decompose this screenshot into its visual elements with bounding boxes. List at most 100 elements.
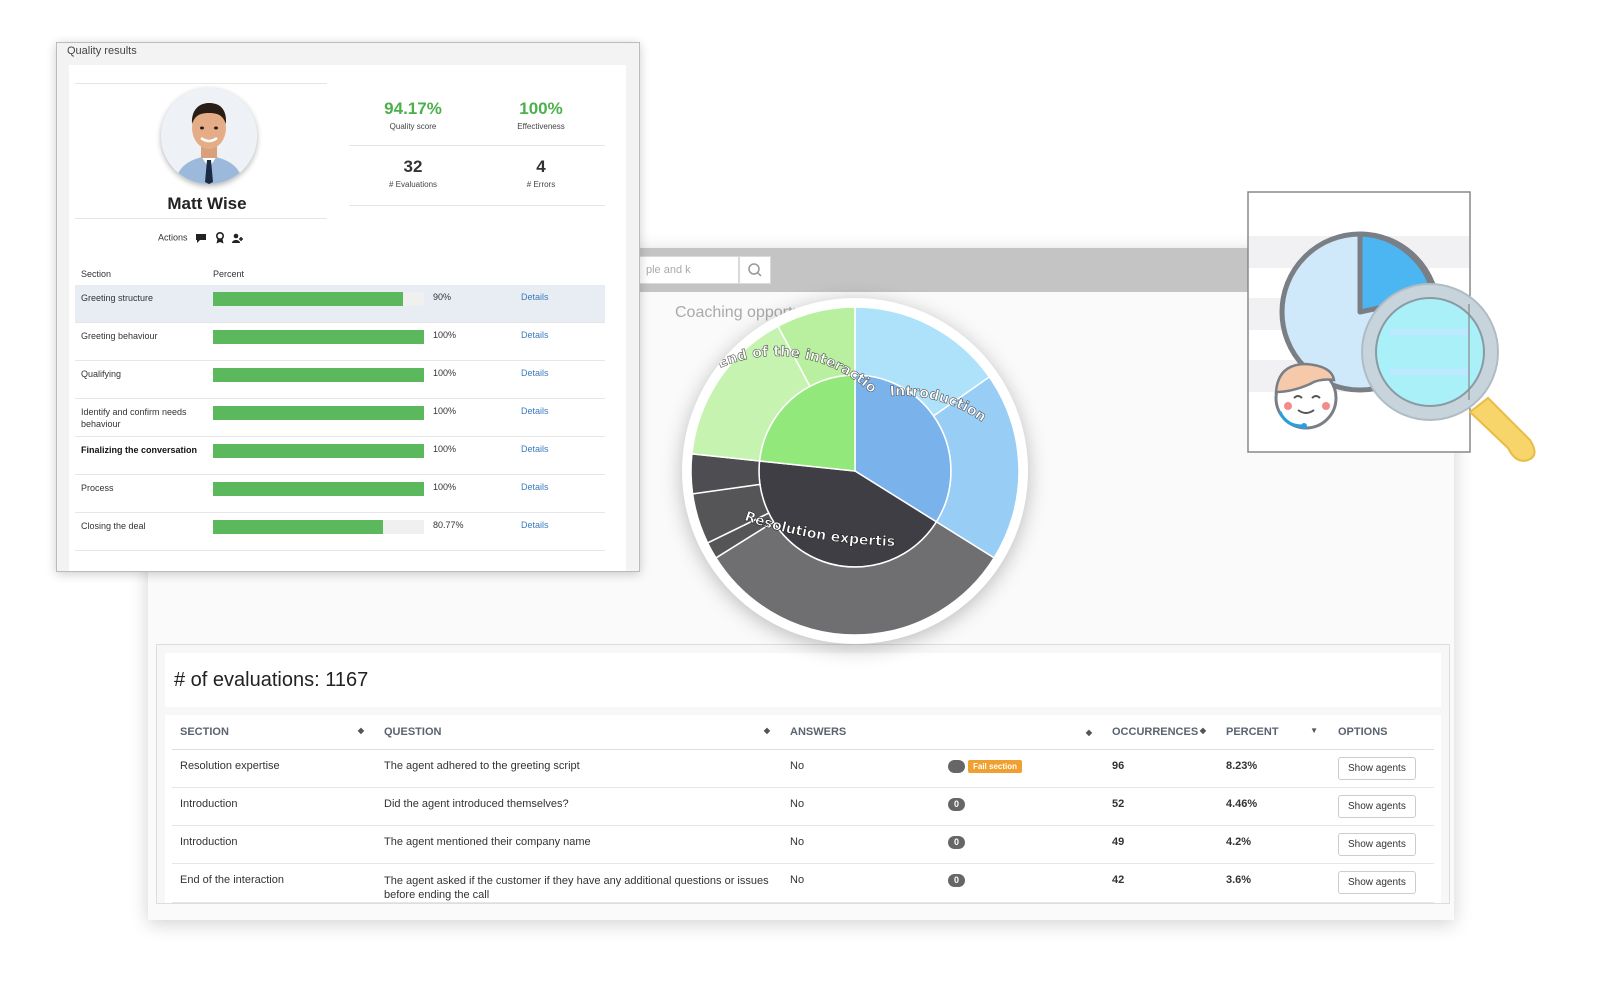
show-agents-button[interactable]: Show agents bbox=[1338, 795, 1416, 818]
cell-badge: 0 bbox=[940, 787, 1104, 826]
sunburst-segments bbox=[690, 306, 1020, 636]
sort-icon[interactable]: ◆ bbox=[357, 726, 364, 735]
cell-badge: Fail section bbox=[940, 749, 1104, 788]
show-agents-button[interactable]: Show agents bbox=[1338, 871, 1416, 894]
avatar-image bbox=[161, 88, 257, 184]
details-link[interactable]: Details bbox=[521, 482, 549, 492]
magnifier-icon bbox=[1361, 283, 1536, 462]
cell-question: The agent adhered to the greeting script bbox=[376, 749, 782, 788]
show-agents-button[interactable]: Show agents bbox=[1338, 757, 1416, 780]
section-row: Closing the deal 80.77% Details bbox=[75, 513, 605, 551]
section-name: Closing the deal bbox=[81, 521, 146, 531]
show-agents-button[interactable]: Show agents bbox=[1338, 833, 1416, 856]
section-percent: 90% bbox=[433, 292, 452, 302]
actions-bar: Actions bbox=[69, 231, 333, 244]
section-percent: 80.77% bbox=[433, 520, 464, 530]
search-icon bbox=[748, 263, 762, 277]
column-badge[interactable]: ◆ bbox=[940, 715, 1104, 750]
divider bbox=[349, 145, 605, 146]
evaluations-table: SECTION ◆ QUESTION ◆ ANSWERS ◆ OCCURRENCES… bbox=[172, 715, 1434, 903]
section-row: Qualifying 100% Details bbox=[75, 361, 605, 399]
section-percent: 100% bbox=[433, 444, 457, 454]
cell-answer: No bbox=[782, 787, 940, 826]
progress-bar bbox=[213, 292, 424, 306]
stat-value: 100% bbox=[519, 99, 563, 118]
column-occurrences[interactable]: OCCURRENCES ◆ bbox=[1104, 715, 1218, 750]
stat-quality-score: 94.17% Quality score bbox=[349, 99, 477, 131]
comment-icon[interactable] bbox=[195, 233, 207, 244]
column-label: QUESTION bbox=[384, 726, 442, 738]
evaluations-title: # of evaluations: 1167 bbox=[165, 653, 1441, 707]
table-row: Introduction Did the agent introduced th… bbox=[172, 787, 1434, 826]
agent-profile: Matt Wise bbox=[75, 83, 327, 219]
segment-resolution-outer-1[interactable] bbox=[714, 520, 996, 636]
stat-label: Quality score bbox=[389, 122, 437, 131]
cell-percent: 4.46% bbox=[1218, 787, 1330, 826]
details-link[interactable]: Details bbox=[521, 520, 549, 530]
section-name: Greeting structure bbox=[81, 293, 154, 303]
cell-answer: No bbox=[782, 825, 940, 864]
cell-percent: 3.6% bbox=[1218, 863, 1330, 903]
cell-percent: 8.23% bbox=[1218, 749, 1330, 788]
evaluations-panel: # of evaluations: 1167 SECTION ◆ QUESTION… bbox=[156, 644, 1450, 904]
quality-results-card: Quality results Matt Wise bbox=[56, 42, 640, 572]
column-section[interactable]: SECTION ◆ bbox=[172, 715, 376, 750]
details-link[interactable]: Details bbox=[521, 406, 549, 416]
cell-section: Resolution expertise bbox=[172, 749, 376, 788]
avatar bbox=[161, 88, 257, 184]
cell-question: The agent mentioned their company name bbox=[376, 825, 782, 864]
progress-bar bbox=[213, 368, 424, 382]
user-add-icon[interactable] bbox=[232, 233, 244, 244]
card-title: Quality results bbox=[67, 45, 137, 57]
count-badge bbox=[948, 760, 965, 773]
stat-label: # Evaluations bbox=[388, 180, 438, 189]
table-row: Introduction The agent mentioned their c… bbox=[172, 825, 1434, 864]
search-button[interactable] bbox=[739, 256, 771, 284]
cell-question: The agent asked if the customer if they … bbox=[376, 863, 782, 903]
details-link[interactable]: Details bbox=[521, 330, 549, 340]
sort-icon[interactable]: ◆ bbox=[763, 726, 770, 735]
progress-bar bbox=[213, 444, 424, 458]
progress-fill bbox=[213, 292, 403, 306]
progress-bar bbox=[213, 520, 424, 534]
details-link[interactable]: Details bbox=[521, 368, 549, 378]
column-label: OPTIONS bbox=[1338, 726, 1388, 738]
stat-errors: 4 # Errors bbox=[477, 157, 605, 189]
column-answers[interactable]: ANSWERS bbox=[782, 715, 940, 750]
cell-occurrences: 96 bbox=[1104, 749, 1218, 788]
search-input[interactable]: ple and k bbox=[639, 256, 739, 284]
section-percent: 100% bbox=[433, 368, 457, 378]
report-illustration bbox=[1240, 186, 1560, 481]
column-options: OPTIONS bbox=[1330, 715, 1434, 750]
divider bbox=[349, 205, 605, 206]
progress-bar bbox=[213, 406, 424, 420]
stat-value: 94.17% bbox=[384, 99, 442, 118]
report-magnifier-illustration bbox=[1247, 191, 1536, 462]
sort-icon[interactable]: ◆ bbox=[1199, 726, 1206, 735]
section-name: Finalizing the conversation bbox=[81, 445, 198, 455]
cell-section: End of the interaction bbox=[172, 863, 376, 903]
cell-question: Did the agent introduced themselves? bbox=[376, 787, 782, 826]
cell-occurrences: 49 bbox=[1104, 825, 1218, 864]
award-icon[interactable] bbox=[215, 231, 225, 244]
column-percent[interactable]: PERCENT ▼ bbox=[1218, 715, 1330, 750]
column-label: ANSWERS bbox=[790, 726, 847, 738]
sort-icon[interactable]: ◆ bbox=[1085, 727, 1092, 737]
column-percent-header: Percent bbox=[213, 269, 245, 279]
details-link[interactable]: Details bbox=[521, 292, 549, 302]
section-row: Process 100% Details bbox=[75, 475, 605, 513]
cell-badge: 0 bbox=[940, 825, 1104, 864]
column-section-header: Section bbox=[81, 269, 112, 279]
cell-badge: 0 bbox=[940, 863, 1104, 903]
card-body: Matt Wise 94.17% Quality score 100% Effe… bbox=[69, 65, 626, 571]
segment-end-outer-2[interactable] bbox=[776, 306, 856, 388]
stat-value: 4 bbox=[536, 157, 546, 176]
column-question[interactable]: QUESTION ◆ bbox=[376, 715, 782, 750]
column-label: OCCURRENCES bbox=[1112, 726, 1199, 738]
section-percent: 100% bbox=[433, 330, 457, 340]
sort-desc-icon[interactable]: ▼ bbox=[1310, 726, 1318, 735]
table-row: End of the interaction The agent asked i… bbox=[172, 863, 1434, 903]
stat-effectiveness: 100% Effectiveness bbox=[477, 99, 605, 131]
count-badge: 0 bbox=[948, 836, 965, 849]
details-link[interactable]: Details bbox=[521, 444, 549, 454]
